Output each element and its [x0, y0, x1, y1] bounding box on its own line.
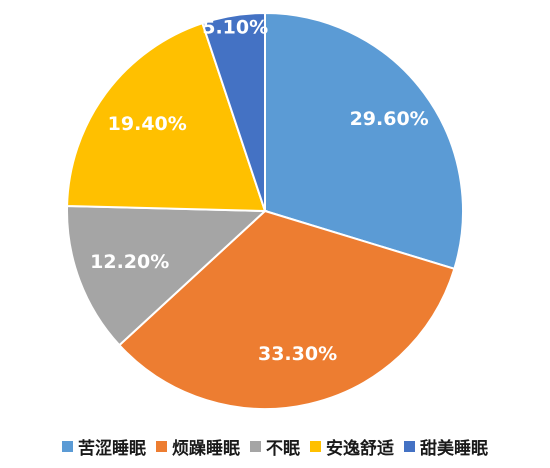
pie-slice-4	[66, 21, 267, 213]
legend-label: 甜美睡眠	[420, 438, 488, 459]
pie-data-labels: 29.60% 33.30% 12.20% 19.40% 5.10%	[90, 16, 429, 365]
legend-item-1: 苦涩睡眠	[62, 434, 146, 459]
data-label-4: 19.40%	[108, 113, 187, 135]
data-label-1: 29.60%	[350, 108, 429, 130]
legend-swatch	[250, 440, 261, 452]
legend-item-5: 甜美睡眠	[404, 434, 488, 459]
legend-item-3: 不眠	[250, 434, 300, 459]
legend-item-2: 烦躁睡眠	[156, 434, 240, 459]
pie-slices	[66, 11, 464, 410]
legend-label: 不眠	[266, 438, 300, 459]
data-label-2: 33.30%	[258, 343, 337, 365]
legend-label: 安逸舒适	[326, 438, 394, 459]
data-label-3: 12.20%	[90, 251, 169, 273]
pie-slice-1	[264, 11, 464, 271]
pie-slice-3	[66, 204, 268, 347]
legend-label: 烦躁睡眠	[172, 438, 240, 459]
legend-swatch	[404, 440, 415, 452]
pie-slice-2	[117, 209, 456, 410]
legend-item-4: 安逸舒适	[310, 434, 394, 459]
legend-swatch	[156, 440, 167, 452]
chart-legend: 苦涩睡眠 烦躁睡眠 不眠 安逸舒适 甜美睡眠	[0, 434, 550, 459]
pie-slice-5	[201, 11, 266, 212]
legend-swatch	[310, 440, 321, 452]
legend-swatch	[62, 440, 73, 452]
legend-label: 苦涩睡眠	[78, 438, 146, 459]
data-label-5: 5.10%	[202, 16, 268, 38]
